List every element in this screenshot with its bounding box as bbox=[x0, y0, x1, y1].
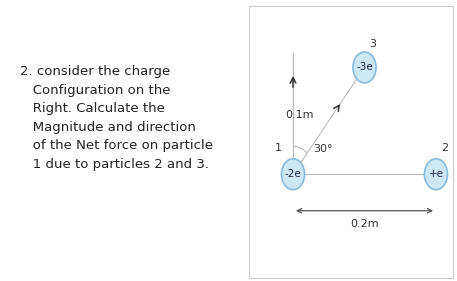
Text: -2e: -2e bbox=[285, 169, 302, 179]
Text: -3e: -3e bbox=[356, 62, 373, 72]
Circle shape bbox=[425, 159, 447, 190]
Text: 30°: 30° bbox=[313, 144, 332, 154]
Circle shape bbox=[282, 159, 304, 190]
Text: 0.2m: 0.2m bbox=[350, 219, 379, 229]
Text: 3: 3 bbox=[369, 39, 377, 49]
Text: 1: 1 bbox=[275, 143, 282, 153]
FancyBboxPatch shape bbox=[249, 6, 453, 278]
Text: 2: 2 bbox=[441, 143, 448, 153]
Circle shape bbox=[353, 52, 376, 83]
Text: 0.1m: 0.1m bbox=[285, 110, 314, 120]
Text: 2. consider the charge
   Configuration on the
   Right. Calculate the
   Magnit: 2. consider the charge Configuration on … bbox=[21, 65, 213, 171]
Text: +e: +e bbox=[429, 169, 443, 179]
